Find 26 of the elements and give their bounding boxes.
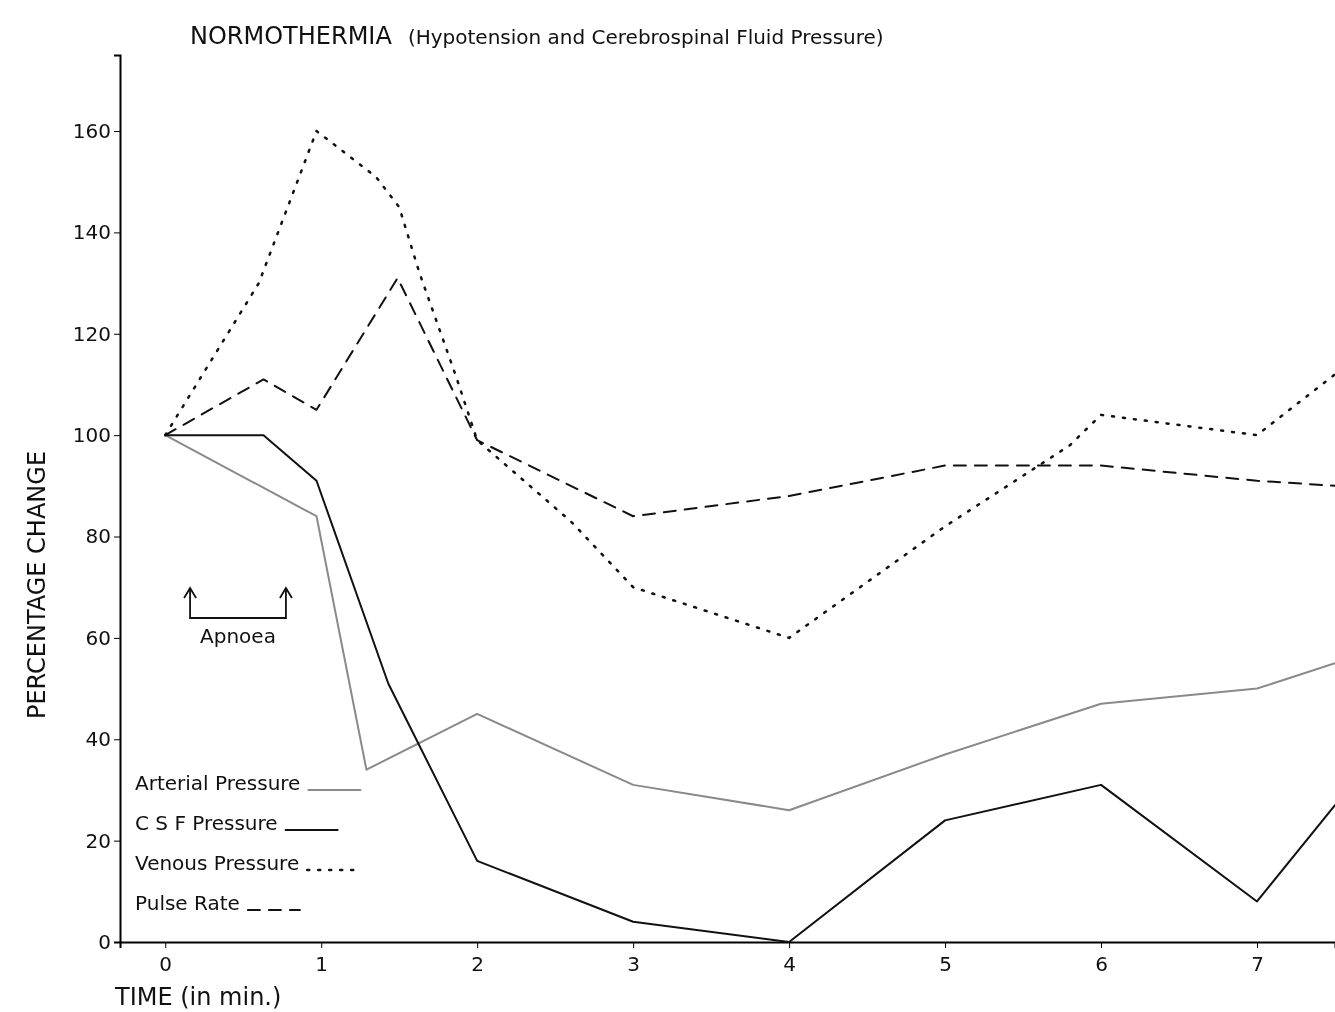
y-tick-label: 140 [72, 220, 111, 245]
chart-subtitle: (Hypotension and Cerebrospinal Fluid Pressure) [407, 25, 884, 49]
x-tick-label: 3 [627, 952, 641, 976]
x-tick-label: 6 [1095, 952, 1108, 976]
x-tick-label: 7 [1251, 952, 1264, 976]
legend-label: Venous Pressure [135, 851, 300, 875]
y-tick-label: 0 [98, 929, 111, 954]
y-tick-label: 80 [85, 524, 111, 549]
chart-title: NORMOTHERMIA [190, 22, 393, 50]
x-axis-title: TIME (in min.) [114, 983, 282, 1011]
y-tick-label: 100 [72, 423, 111, 448]
legend-label: C S F Pressure [135, 811, 278, 835]
x-tick-label: 4 [783, 952, 796, 976]
annotation: Apnoea [200, 624, 276, 648]
x-tick-label: 5 [939, 952, 952, 976]
y-tick-label: 40 [85, 727, 111, 752]
x-tick-label: 0 [159, 952, 173, 976]
x-tick-label: 1 [315, 952, 329, 976]
y-tick-label: 160 [72, 118, 111, 143]
y-tick-label: 120 [72, 321, 111, 346]
x-tick-label: 2 [471, 952, 485, 976]
y-axis-title: PERCENTAGE CHANGE [23, 450, 51, 720]
legend-label: Pulse Rate [135, 891, 240, 915]
legend-label: Arterial Pressure [135, 771, 301, 795]
y-tick-label: 60 [85, 625, 111, 650]
y-tick-label: 20 [85, 828, 111, 853]
